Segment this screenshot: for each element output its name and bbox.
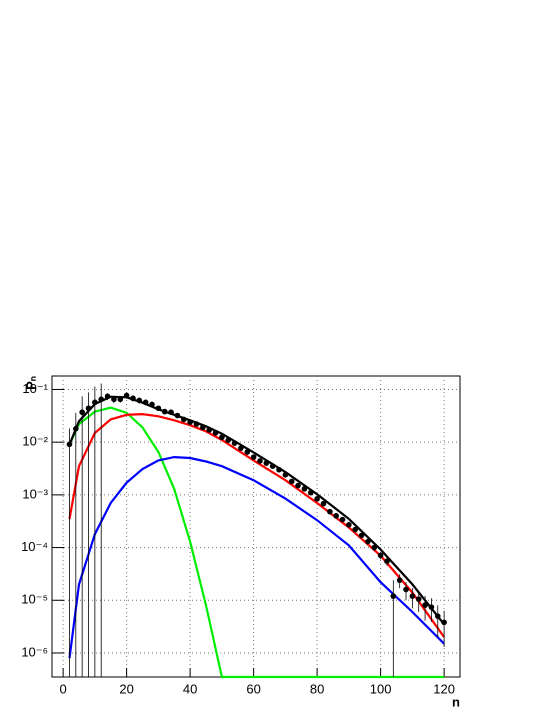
data-point bbox=[327, 508, 333, 515]
data-point bbox=[346, 522, 352, 528]
data-point bbox=[301, 486, 308, 492]
data-point bbox=[85, 405, 92, 412]
data-point bbox=[149, 401, 155, 408]
y-tick-label: 10⁻⁴ bbox=[21, 539, 48, 554]
data-point bbox=[282, 472, 289, 478]
data-point bbox=[187, 419, 193, 425]
data-point bbox=[66, 441, 73, 448]
data-point bbox=[441, 619, 447, 626]
data-point bbox=[257, 458, 263, 464]
x-tick-label: 0 bbox=[59, 681, 66, 696]
data-point bbox=[206, 427, 212, 433]
x-tick-label: 80 bbox=[310, 681, 324, 696]
data-point bbox=[231, 440, 238, 446]
data-point bbox=[250, 454, 257, 460]
curve bbox=[68, 455, 445, 659]
x-tick-label: 100 bbox=[370, 681, 392, 696]
data-point bbox=[142, 399, 149, 406]
data-point bbox=[238, 445, 244, 451]
data-point bbox=[434, 613, 441, 619]
data-point bbox=[320, 500, 327, 507]
data-point bbox=[117, 396, 124, 403]
y-tick-label: 10⁻² bbox=[22, 434, 48, 449]
data-point bbox=[212, 430, 219, 436]
data-point bbox=[314, 496, 320, 502]
data-point bbox=[339, 516, 346, 523]
x-tick-label: 40 bbox=[183, 681, 197, 696]
y-tick-label: 10⁻⁶ bbox=[21, 644, 48, 659]
x-tick-label: 60 bbox=[246, 681, 260, 696]
data-point bbox=[358, 532, 365, 539]
data-point bbox=[390, 593, 397, 599]
x-tick-label: 20 bbox=[119, 681, 133, 696]
data-point bbox=[352, 526, 359, 533]
data-point bbox=[263, 460, 270, 466]
data-point bbox=[403, 586, 409, 593]
data-point bbox=[161, 408, 168, 415]
data-point bbox=[225, 437, 232, 443]
data-point bbox=[307, 489, 314, 496]
y-axis-label: Pₙ bbox=[23, 376, 38, 390]
data-point bbox=[123, 392, 130, 399]
data-point bbox=[180, 416, 187, 423]
data-point bbox=[396, 577, 403, 584]
data-point bbox=[371, 544, 378, 551]
y-tick-label: 10⁻³ bbox=[22, 486, 48, 501]
plot-frame bbox=[51, 375, 461, 678]
data-point bbox=[269, 463, 276, 469]
x-tick-label: 120 bbox=[433, 681, 455, 696]
data-point bbox=[288, 478, 295, 485]
data-point bbox=[168, 409, 174, 416]
data-point bbox=[73, 425, 79, 432]
data-point bbox=[276, 466, 282, 473]
data-point bbox=[200, 424, 206, 431]
data-point bbox=[422, 602, 428, 608]
data-point bbox=[155, 405, 162, 412]
data-point bbox=[365, 538, 371, 545]
data-point bbox=[244, 449, 251, 455]
data-point bbox=[409, 593, 416, 599]
data-point bbox=[428, 604, 435, 610]
data-point bbox=[333, 513, 339, 519]
x-axis-label: n bbox=[452, 694, 460, 709]
data-point bbox=[98, 396, 105, 403]
data-point bbox=[384, 558, 390, 565]
y-tick-label: 10⁻¹ bbox=[22, 381, 48, 396]
y-tick-label: 10⁻⁵ bbox=[21, 592, 48, 607]
data-point bbox=[193, 421, 200, 427]
data-point bbox=[104, 393, 111, 400]
data-point bbox=[377, 552, 384, 559]
data-point bbox=[92, 399, 98, 406]
data-point bbox=[111, 396, 117, 403]
curve bbox=[68, 412, 445, 638]
curve bbox=[68, 406, 445, 679]
data-point bbox=[295, 482, 301, 489]
data-point bbox=[174, 412, 181, 419]
data-point bbox=[415, 596, 422, 602]
data-point bbox=[219, 434, 225, 441]
data-point bbox=[79, 409, 85, 416]
data-point bbox=[130, 395, 136, 402]
data-point bbox=[136, 397, 143, 404]
